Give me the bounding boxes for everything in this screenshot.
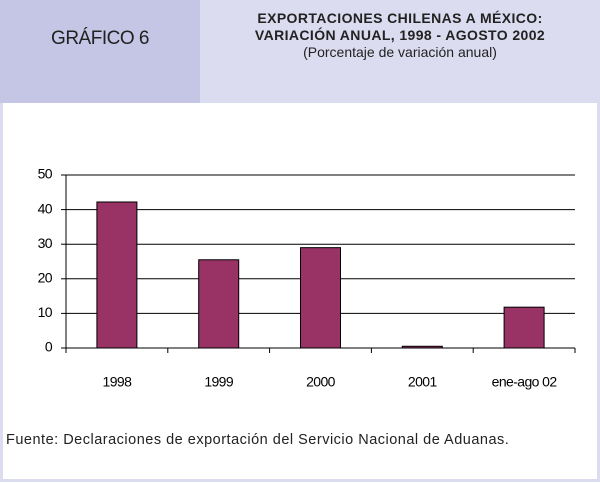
x-tick-label: 2001 (408, 374, 438, 390)
x-tick-label: ene-ago 02 (492, 374, 558, 390)
bar (503, 306, 545, 349)
y-tick-label: 20 (38, 270, 53, 286)
label-box (0, 0, 200, 103)
title-line: VARIACIÓN ANUAL, 1998 - AGOSTO 2002 (254, 27, 546, 43)
chart-label: GRÁFICO 6 (51, 28, 149, 49)
source-note: Fuente: Declaraciones de exportación del… (6, 432, 510, 448)
x-tick-label: 1998 (103, 374, 133, 390)
bar (401, 345, 443, 349)
y-tick-label: 50 (38, 166, 53, 182)
x-tick-label: 2000 (306, 374, 336, 390)
chart-title: EXPORTACIONES CHILENAS A MÉXICO: VARIACI… (200, 10, 600, 61)
x-tick-label: 1999 (204, 374, 234, 390)
chart-subtitle: (Porcentaje de variación anual) (303, 44, 497, 60)
y-tick-label: 40 (38, 200, 53, 216)
y-tick-label: 30 (38, 235, 53, 251)
title-line: EXPORTACIONES CHILENAS A MÉXICO: (257, 10, 543, 26)
bar (300, 247, 341, 349)
title-box (200, 0, 600, 103)
y-tick-label: 0 (45, 339, 53, 355)
bar (96, 201, 138, 349)
chart-frame (0, 103, 600, 482)
bar (198, 259, 240, 349)
y-tick-label: 10 (38, 304, 53, 320)
